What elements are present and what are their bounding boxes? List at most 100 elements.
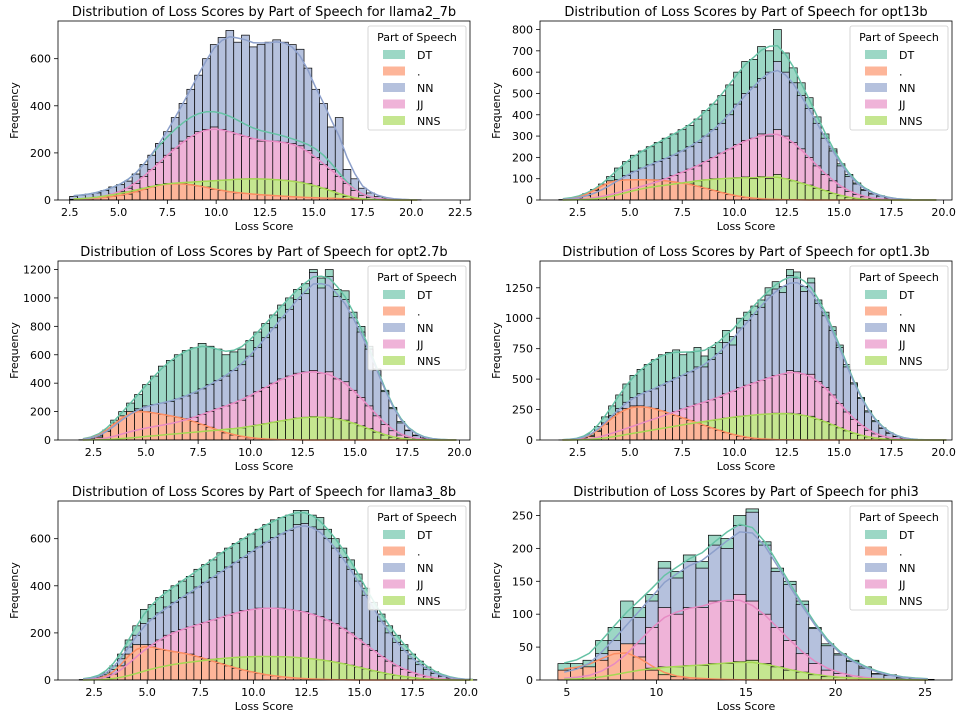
bar-period (643, 406, 652, 441)
y-tick-label: 0 (44, 194, 51, 207)
x-tick-label: 12.5 (294, 686, 319, 699)
legend-swatch (383, 530, 405, 539)
y-tick-label: 300 (512, 130, 533, 143)
x-tick-label: 2.5 (85, 446, 103, 459)
x-tick-label: 15 (739, 686, 753, 699)
y-tick-label: 0 (44, 434, 51, 447)
bar-period (178, 183, 188, 201)
legend-swatch (865, 323, 887, 332)
legend-label: NN (899, 82, 915, 95)
bar-nns (361, 668, 371, 681)
bar-nns (758, 663, 772, 681)
legend-label: . (417, 66, 421, 79)
x-tick-label: 25 (918, 686, 932, 699)
y-tick-label: 200 (30, 406, 51, 419)
x-tick-label: 7.5 (673, 206, 691, 219)
legend: Part of Speech DT. NN JJ NNS (849, 505, 949, 611)
y-axis-label: Frequency (8, 562, 21, 619)
bar-period (693, 422, 702, 441)
x-axis-label: Loss Score (717, 220, 776, 233)
y-tick-label: 250 (512, 509, 533, 522)
legend-label: NN (417, 322, 433, 335)
kde-line-nn (83, 525, 474, 681)
chart-title: Distribution of Loss Scores by Part of S… (80, 245, 447, 260)
y-tick-label: 0 (526, 674, 533, 687)
bar-nns (308, 658, 317, 681)
kde-line-period (73, 183, 418, 201)
kde-line-nn (562, 281, 947, 441)
legend-swatch (865, 116, 887, 125)
x-tick-label: 15.0 (343, 446, 368, 459)
x-tick-label: 10 (649, 686, 663, 699)
bar-nns (807, 415, 816, 441)
x-tick-label: 5.0 (110, 206, 128, 219)
bar-period (707, 427, 716, 441)
legend-swatch (383, 116, 405, 125)
y-tick-label: 700 (512, 45, 533, 58)
y-axis-label: Frequency (8, 322, 21, 379)
legend-swatch (383, 596, 405, 605)
bar-nns (356, 425, 366, 441)
plot-frame (57, 20, 471, 201)
bar-period (147, 646, 157, 681)
legend-label: DT (417, 289, 432, 302)
x-tick-label: 12.5 (290, 446, 315, 459)
bar-nns (315, 659, 325, 681)
legend-swatch (383, 290, 405, 299)
bar-nns (332, 418, 342, 441)
legend-label: . (417, 546, 421, 559)
bar-nns (780, 178, 790, 201)
kde-lines (562, 276, 947, 441)
x-tick-label: 17.5 (400, 686, 425, 699)
x-tick-label: 15.0 (302, 206, 327, 219)
bar-period (163, 183, 172, 201)
y-tick-label: 400 (30, 377, 51, 390)
x-tick-label: 12.5 (775, 206, 800, 219)
x-tick-label: 7.5 (192, 686, 210, 699)
subplot-3: Distribution of Loss Scores by Part of S… (8, 245, 472, 473)
bar-period (178, 652, 187, 681)
bar-period (202, 186, 211, 201)
bar-period (181, 418, 191, 441)
bar-nns (812, 187, 822, 201)
kde-line-nns (83, 655, 473, 681)
y-tick-label: 400 (30, 580, 51, 593)
x-tick-label: 7.5 (189, 446, 207, 459)
x-axis-label: Loss Score (235, 220, 294, 233)
legend-label: NNS (417, 355, 440, 368)
bar-period (186, 184, 196, 201)
x-tick-label: 20.0 (447, 446, 472, 459)
legend-swatch (383, 50, 405, 59)
x-tick-label: 17.5 (350, 206, 375, 219)
x-tick-label: 20 (829, 686, 843, 699)
x-tick-label: 15.0 (347, 686, 372, 699)
legend-label: NN (899, 562, 915, 575)
legend-swatch (865, 83, 887, 92)
legend-label: JJ (416, 99, 424, 112)
bar-nns (828, 424, 837, 441)
legend-label: . (899, 546, 903, 559)
legend-swatch (383, 99, 405, 109)
legend-title: Part of Speech (377, 31, 457, 44)
bar-nns (293, 417, 302, 441)
bar-period (201, 658, 210, 681)
x-tick-label: 5.0 (621, 446, 639, 459)
plot-frame (57, 500, 471, 681)
bar-nns (814, 418, 823, 441)
legend-label: DT (899, 529, 914, 542)
y-tick-label: 200 (30, 627, 51, 640)
bar-period (614, 179, 623, 201)
x-tick-label: 17.5 (879, 446, 904, 459)
kde-line-nns (82, 416, 457, 441)
kde-line-nns (73, 178, 418, 201)
x-tick-label: 5.0 (137, 446, 155, 459)
bar-nns (771, 412, 780, 441)
kde-line-dt (564, 523, 928, 680)
bar-period (147, 186, 156, 201)
bar-period (685, 183, 695, 201)
bar-nns (783, 669, 797, 681)
x-tick-label: 2.5 (569, 446, 587, 459)
bar-nns (348, 422, 358, 441)
x-tick-label: 20.0 (399, 206, 424, 219)
legend: Part of Speech DT. NN JJ NNS (367, 265, 467, 371)
